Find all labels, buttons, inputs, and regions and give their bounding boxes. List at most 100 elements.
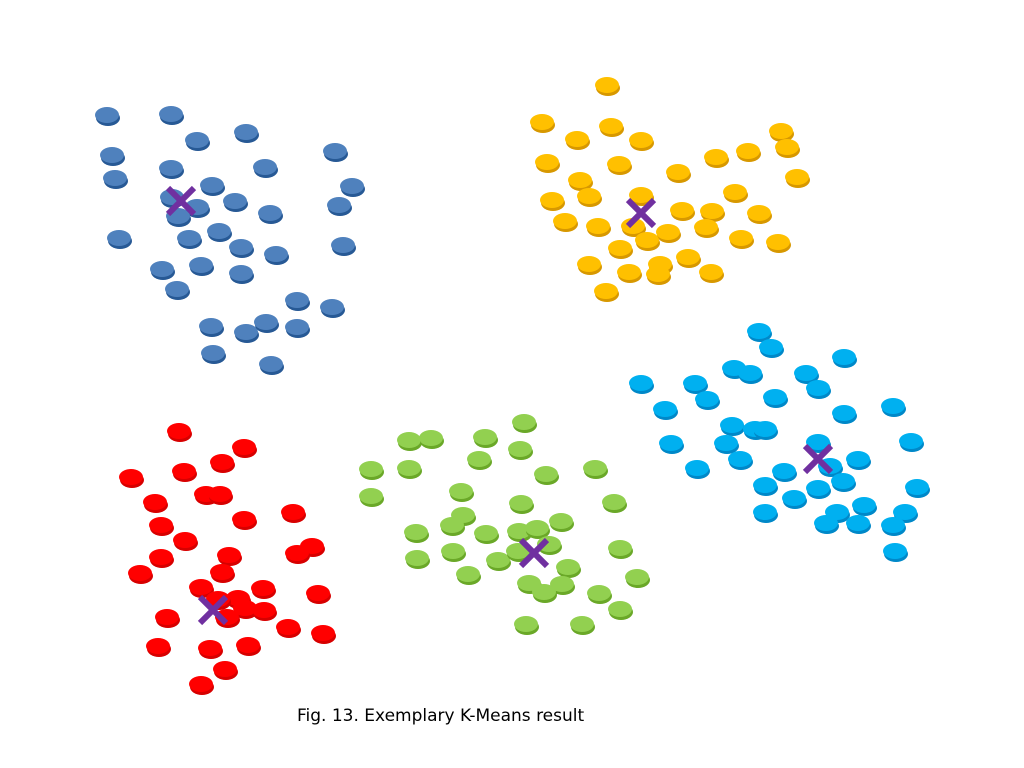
data-point <box>229 265 254 284</box>
data-point <box>258 205 283 224</box>
data-point <box>577 188 602 207</box>
data-point <box>165 281 190 300</box>
data-point <box>700 203 725 222</box>
data-point <box>753 477 778 496</box>
centroid-marker <box>197 594 229 626</box>
data-point <box>666 164 691 183</box>
data-point <box>685 460 710 479</box>
data-point <box>150 261 175 280</box>
data-point <box>532 584 557 603</box>
data-point <box>586 218 611 237</box>
data-point <box>441 543 466 562</box>
data-point <box>621 218 646 237</box>
data-point <box>556 559 581 578</box>
data-point <box>359 461 384 480</box>
data-point <box>629 132 654 151</box>
data-point <box>775 139 800 158</box>
data-point <box>259 356 284 375</box>
data-point <box>440 517 465 536</box>
data-point <box>173 532 198 551</box>
data-point <box>852 497 877 516</box>
data-point <box>232 511 257 530</box>
data-point <box>720 417 745 436</box>
data-point <box>577 256 602 275</box>
data-point <box>723 184 748 203</box>
data-point <box>738 365 763 384</box>
data-point <box>189 257 214 276</box>
data-point <box>530 114 555 133</box>
data-point <box>550 576 575 595</box>
data-point <box>449 483 474 502</box>
data-point <box>659 435 684 454</box>
data-point <box>251 580 276 599</box>
data-point <box>149 517 174 536</box>
data-point <box>753 421 778 440</box>
data-point <box>200 177 225 196</box>
data-point <box>766 234 791 253</box>
data-point <box>233 600 258 619</box>
data-point <box>210 564 235 583</box>
data-point <box>905 479 930 498</box>
data-point <box>473 429 498 448</box>
data-point <box>172 463 197 482</box>
data-point <box>881 398 906 417</box>
data-point <box>95 107 120 126</box>
data-point <box>782 490 807 509</box>
data-points-layer <box>95 77 930 695</box>
data-point <box>599 118 624 137</box>
data-point <box>617 264 642 283</box>
data-point <box>327 197 352 216</box>
data-point <box>534 466 559 485</box>
data-point <box>229 239 254 258</box>
data-point <box>570 616 595 635</box>
data-point <box>146 638 171 657</box>
data-point <box>198 640 223 659</box>
data-point <box>769 123 794 142</box>
centroids-layer <box>165 185 834 626</box>
data-point <box>185 132 210 151</box>
data-point <box>213 661 238 680</box>
data-point <box>234 124 259 143</box>
data-point <box>794 365 819 384</box>
centroid-marker <box>518 537 550 569</box>
data-point <box>189 676 214 695</box>
data-point <box>608 601 633 620</box>
data-point <box>285 292 310 311</box>
data-point <box>832 405 857 424</box>
data-point <box>608 540 633 559</box>
data-point <box>635 232 660 251</box>
data-point <box>595 77 620 96</box>
data-point <box>846 451 871 470</box>
data-point <box>785 169 810 188</box>
data-point <box>306 585 331 604</box>
data-point <box>535 154 560 173</box>
data-point <box>397 460 422 479</box>
data-point <box>512 414 537 433</box>
data-point <box>883 543 908 562</box>
cluster-3 <box>629 323 930 562</box>
data-point <box>340 178 365 197</box>
data-point <box>772 463 797 482</box>
data-point <box>474 525 499 544</box>
data-point <box>553 213 578 232</box>
data-point <box>653 401 678 420</box>
data-point <box>608 240 633 259</box>
data-point <box>217 547 242 566</box>
data-point <box>514 616 539 635</box>
data-point <box>568 172 593 191</box>
data-point <box>155 609 180 628</box>
data-point <box>311 625 336 644</box>
data-point <box>881 517 906 536</box>
data-point <box>583 460 608 479</box>
data-point <box>814 515 839 534</box>
data-point <box>549 513 574 532</box>
data-point <box>670 202 695 221</box>
data-point <box>656 224 681 243</box>
data-point <box>806 480 831 499</box>
data-point <box>320 299 345 318</box>
data-point <box>276 619 301 638</box>
data-point <box>565 131 590 150</box>
data-point <box>177 230 202 249</box>
cluster-2 <box>530 77 810 302</box>
